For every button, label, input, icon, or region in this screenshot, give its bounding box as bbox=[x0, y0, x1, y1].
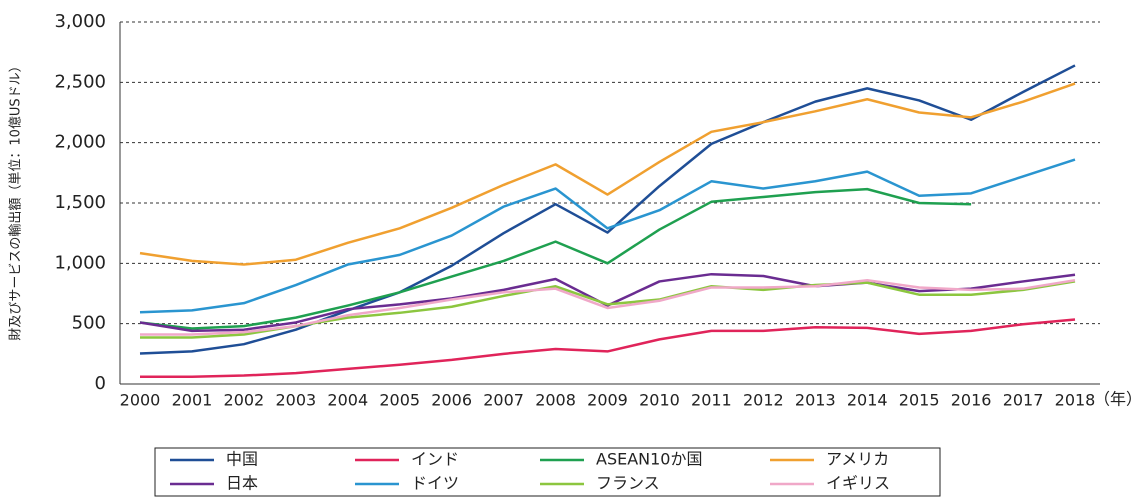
x-tick-label: 2014 bbox=[847, 391, 888, 410]
series-line bbox=[139, 272, 1076, 333]
y-tick-label: 1,000 bbox=[54, 252, 106, 273]
legend-label: イギリス bbox=[826, 474, 890, 493]
legend-label: フランス bbox=[596, 474, 660, 493]
x-tick-label: 2009 bbox=[587, 391, 628, 410]
x-tick-label: 2010 bbox=[639, 391, 680, 410]
y-tick-label: 0 bbox=[95, 373, 106, 394]
x-tick-label: 2015 bbox=[899, 391, 940, 410]
legend-label: ドイツ bbox=[411, 474, 459, 493]
series-line bbox=[140, 318, 1076, 379]
x-tick-label: 2006 bbox=[431, 391, 472, 410]
x-tick-label: 2013 bbox=[795, 391, 836, 410]
x-tick-label: 2007 bbox=[483, 391, 524, 410]
y-axis-label: 財及びサービスの輸出額（単位：10億USドル） bbox=[8, 59, 24, 340]
x-tick-label: 2018 bbox=[1055, 391, 1096, 410]
x-tick-label: 2008 bbox=[535, 391, 576, 410]
x-tick-label: 2012 bbox=[743, 391, 784, 410]
y-tick-label: 1,500 bbox=[54, 192, 106, 213]
legend-label: ASEAN10か国 bbox=[596, 450, 703, 469]
x-tick-label: 2005 bbox=[379, 391, 420, 410]
series-line bbox=[139, 187, 972, 330]
legend-label: アメリカ bbox=[826, 450, 889, 469]
x-tick-label: 2002 bbox=[224, 391, 265, 410]
y-tick-label: 2,000 bbox=[54, 132, 106, 153]
y-tick-label: 2,500 bbox=[54, 71, 106, 92]
x-axis-label: （年） bbox=[1094, 390, 1142, 409]
legend-label: 中国 bbox=[226, 450, 258, 469]
x-tick-label: 2003 bbox=[275, 391, 316, 410]
x-tick-label: 2004 bbox=[327, 391, 368, 410]
x-tick-label: 2017 bbox=[1003, 391, 1044, 410]
series-line bbox=[139, 64, 1076, 355]
y-tick-label: 500 bbox=[72, 313, 106, 334]
legend-label: 日本 bbox=[226, 474, 258, 493]
x-tick-label: 2016 bbox=[951, 391, 992, 410]
x-tick-label: 2001 bbox=[172, 391, 213, 410]
x-tick-label: 2011 bbox=[691, 391, 732, 410]
legend-label: インド bbox=[411, 450, 459, 469]
series-line bbox=[140, 278, 1076, 336]
series-line bbox=[139, 158, 1076, 314]
y-tick-label: 3,000 bbox=[54, 11, 106, 32]
series-line bbox=[139, 82, 1076, 266]
x-tick-label: 2000 bbox=[120, 391, 161, 410]
legend-box bbox=[154, 447, 941, 497]
